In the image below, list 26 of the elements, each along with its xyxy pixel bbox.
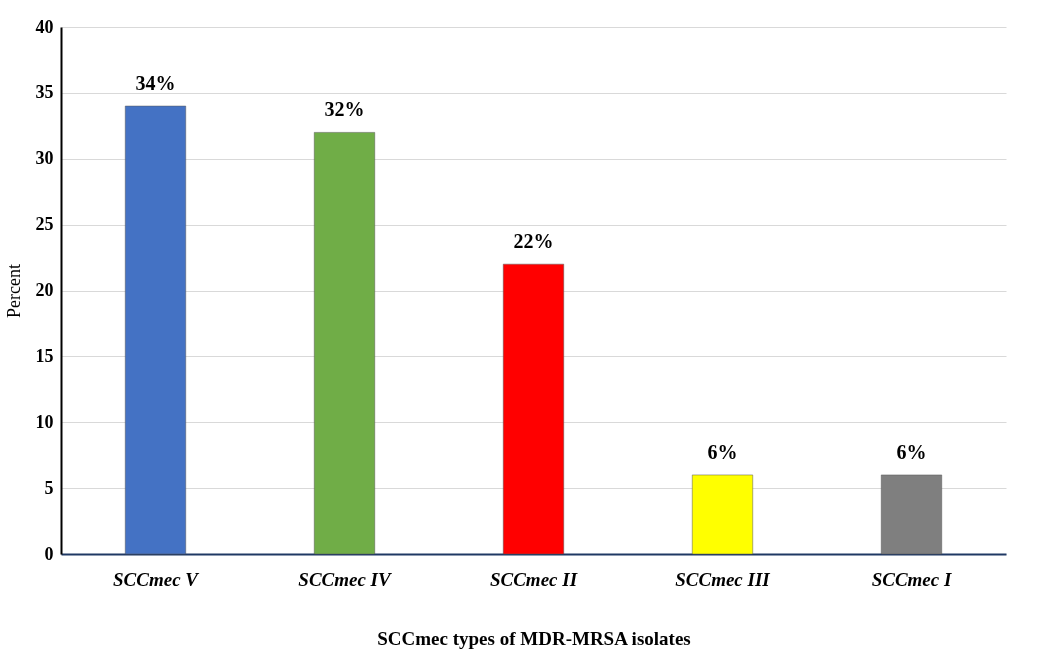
y-tick-label: 35 (35, 82, 54, 103)
data-label: 32% (324, 98, 365, 121)
y-tick-label: 25 (35, 214, 54, 235)
y-tick-label: 15 (35, 345, 54, 366)
y-tick-label: 20 (35, 280, 54, 300)
data-label: 6% (707, 440, 738, 463)
y-tick-label: 30 (35, 148, 54, 169)
x-tick-label: SCCmec IV (298, 568, 393, 590)
y-tick-label: 10 (35, 411, 54, 432)
x-tick-label: SCCmec V (113, 568, 200, 590)
y-tick-label: 40 (35, 16, 54, 37)
x-axis-title: SCCmec types of MDR-MRSA isolates (377, 627, 691, 649)
data-label: 22% (513, 230, 554, 253)
y-tick-label: 5 (44, 477, 54, 498)
data-label: 34% (135, 72, 176, 95)
bar (314, 132, 375, 555)
bar (692, 474, 753, 555)
x-tick-label: SCCmec II (489, 568, 578, 590)
bar (503, 263, 564, 555)
x-tick-label: SCCmec I (871, 568, 952, 590)
data-label: 6% (896, 440, 927, 463)
x-tick-label: SCCmec III (675, 568, 771, 590)
y-axis-title: Percent (3, 264, 24, 318)
bar (125, 105, 186, 555)
y-tick-label: 0 (44, 543, 54, 564)
bar (881, 474, 942, 555)
